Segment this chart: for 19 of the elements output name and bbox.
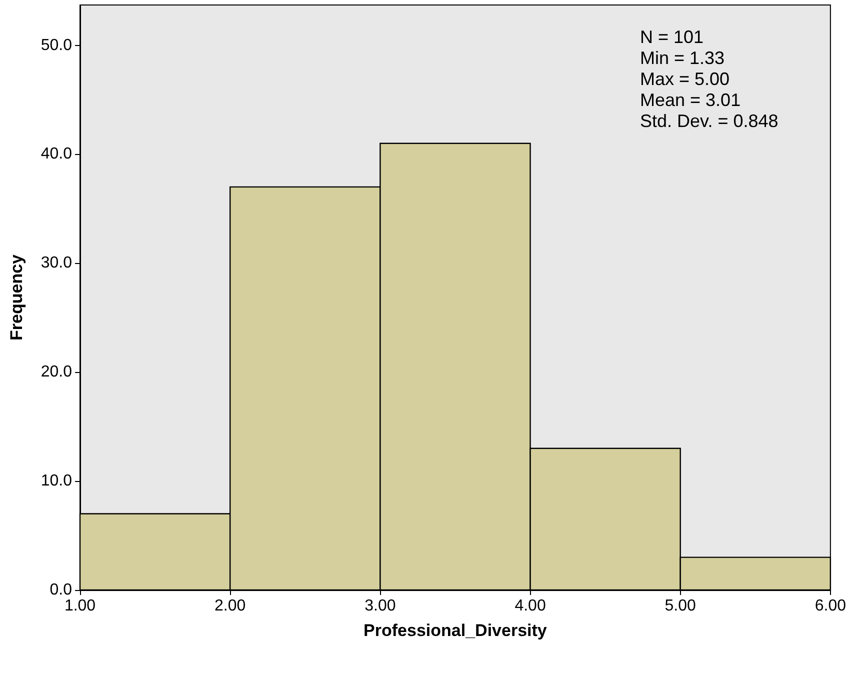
y-tick-label: 50.0 (40, 36, 72, 54)
annotation: N = 101 (640, 27, 704, 47)
x-tick-label: 2.00 (214, 598, 246, 614)
y-tick-label: 10.0 (40, 472, 72, 490)
x-tick-label: 4.00 (514, 598, 546, 614)
y-tick-label: 30.0 (40, 254, 72, 272)
y-tick-label: 40.0 (40, 146, 72, 163)
annotation: Mean = 3.01 (640, 90, 741, 110)
annotation: Std. Dev. = 0.848 (640, 111, 778, 131)
x-tick-label: 3.00 (364, 598, 396, 614)
y-tick-label: 0.0 (50, 582, 72, 598)
annotation: Min = 1.33 (640, 48, 725, 68)
y-tick-label: 20.0 (40, 364, 72, 381)
x-axis-title: Professional_Diversity (364, 621, 548, 640)
annotation: Max = 5.00 (640, 69, 730, 89)
x-tick-label: 5.00 (664, 598, 696, 614)
x-tick-label: 1.00 (64, 598, 96, 614)
x-tick-label: 6.00 (814, 598, 846, 614)
y-axis-title: Frequency (7, 254, 26, 340)
